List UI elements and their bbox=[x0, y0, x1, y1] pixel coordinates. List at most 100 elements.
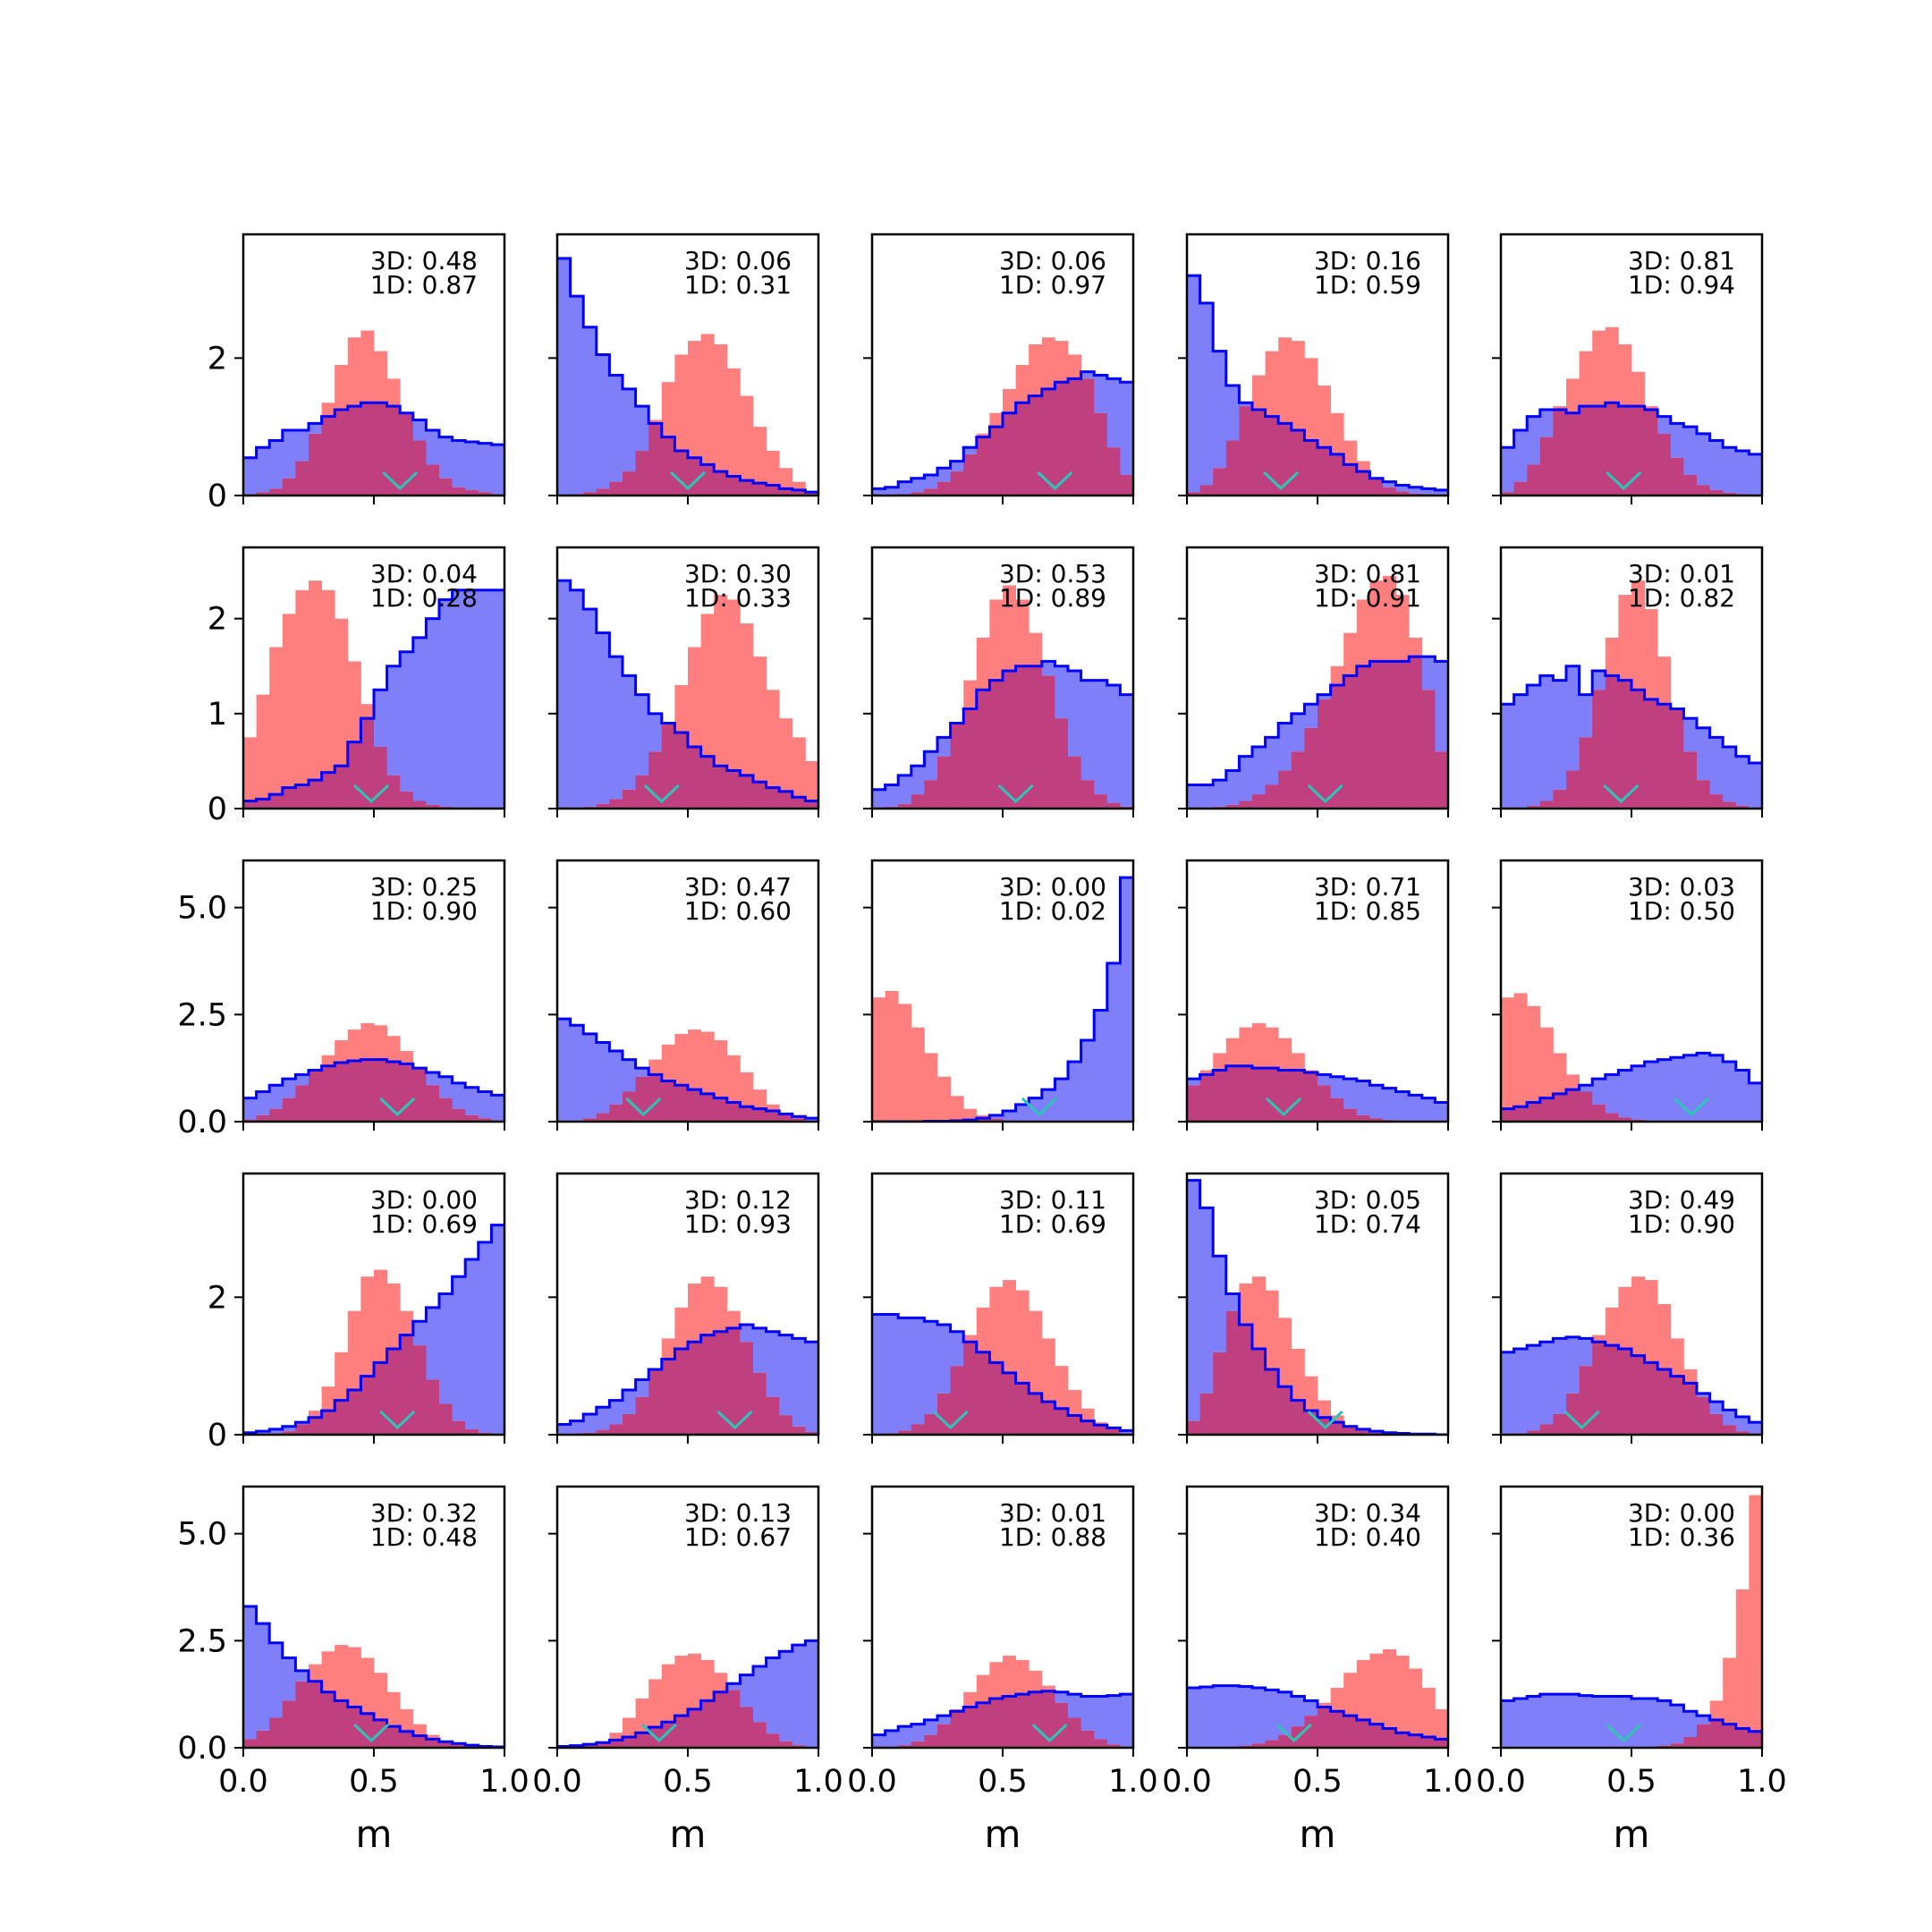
plot-area bbox=[557, 1639, 818, 1748]
overlap-bar bbox=[1304, 1072, 1318, 1122]
overlap-bar bbox=[898, 1430, 912, 1435]
red-bar bbox=[347, 1030, 361, 1062]
blue-bar bbox=[386, 665, 401, 775]
blue-bar bbox=[452, 589, 466, 808]
blue-bar bbox=[1539, 409, 1554, 437]
red-bar bbox=[1029, 632, 1043, 666]
red-bar bbox=[1278, 1318, 1292, 1387]
red-bar bbox=[1029, 1310, 1043, 1394]
overlap-bar bbox=[924, 488, 938, 496]
overlap-bar bbox=[1369, 478, 1384, 496]
blue-bar bbox=[924, 474, 938, 489]
overlap-bar bbox=[792, 1118, 806, 1122]
blue-bar bbox=[1435, 489, 1448, 496]
y-tick-label: 5.0 bbox=[177, 1517, 227, 1553]
overlap-bar bbox=[1435, 1739, 1448, 1748]
red-bar bbox=[1015, 1290, 1030, 1384]
red-bar bbox=[1513, 993, 1528, 1107]
red-bar bbox=[321, 1386, 335, 1411]
overlap-bar bbox=[1187, 1085, 1200, 1122]
blue-bar bbox=[1697, 1716, 1710, 1724]
overlap-bar bbox=[779, 1114, 793, 1122]
red-bar bbox=[1670, 1338, 1684, 1377]
blue-bar bbox=[1513, 694, 1528, 808]
label-1d: 1D: 0.90 bbox=[370, 896, 478, 926]
overlap-bar bbox=[726, 1690, 741, 1748]
overlap-bar bbox=[295, 461, 309, 496]
blue-bar bbox=[439, 1076, 453, 1098]
blue-bar bbox=[648, 713, 663, 752]
blue-bar bbox=[623, 388, 636, 472]
overlap-bar bbox=[989, 680, 1004, 809]
label-3d: 3D: 0.32 bbox=[370, 1498, 478, 1528]
x-tick-label: 0.0 bbox=[1162, 1764, 1212, 1800]
red-bar bbox=[753, 427, 767, 484]
label-3d: 3D: 0.81 bbox=[1314, 559, 1421, 589]
overlap-bar bbox=[1723, 492, 1737, 496]
label-1d: 1D: 0.93 bbox=[684, 1209, 792, 1239]
overlap-bar bbox=[1553, 789, 1567, 809]
red-bar bbox=[1592, 1335, 1606, 1343]
blue-bar bbox=[766, 1657, 780, 1734]
label-3d: 3D: 0.25 bbox=[370, 872, 478, 902]
red-bar bbox=[1683, 1369, 1698, 1384]
overlap-bar bbox=[412, 801, 427, 809]
blue-bar bbox=[426, 1072, 440, 1086]
red-bar bbox=[243, 737, 257, 801]
overlap-bar bbox=[700, 1093, 715, 1122]
red-bar bbox=[1605, 637, 1619, 676]
red-bar bbox=[1605, 1307, 1619, 1346]
x-axis-label: m bbox=[670, 1812, 707, 1856]
label-1d: 1D: 0.60 bbox=[684, 896, 792, 926]
blue-bar bbox=[1644, 1061, 1658, 1122]
blue-bar bbox=[1421, 488, 1436, 495]
threshold-marker bbox=[932, 1410, 969, 1430]
red-bar bbox=[740, 1072, 754, 1107]
blue-step-line bbox=[1187, 274, 1448, 492]
blue-bar bbox=[1225, 386, 1240, 441]
blue-bar bbox=[1539, 1342, 1554, 1425]
overlap-bar bbox=[1383, 487, 1396, 496]
x-axis-label: m bbox=[1614, 1812, 1650, 1856]
overlap-bar bbox=[1697, 1396, 1710, 1435]
plot-area bbox=[1501, 1495, 1762, 1748]
overlap-bar bbox=[583, 1118, 597, 1122]
label-3d: 3D: 0.30 bbox=[684, 559, 792, 589]
overlap-bar bbox=[1278, 423, 1292, 496]
blue-bar bbox=[635, 1068, 649, 1077]
blue-step-line bbox=[557, 257, 818, 494]
blue-step-line bbox=[557, 579, 818, 803]
blue-bar bbox=[1670, 423, 1684, 458]
blue-bar bbox=[478, 1241, 492, 1433]
blue-bar bbox=[1015, 1104, 1030, 1122]
overlap-bar bbox=[623, 789, 636, 809]
overlap-bar bbox=[1501, 1108, 1514, 1122]
blue-bar bbox=[1697, 433, 1710, 486]
blue-step-line bbox=[1501, 665, 1762, 765]
overlap-bar bbox=[374, 1362, 387, 1435]
overlap-bar bbox=[256, 492, 270, 496]
overlap-bar bbox=[1605, 1113, 1619, 1122]
red-bar bbox=[609, 1733, 623, 1741]
y-tick-label: 0.0 bbox=[177, 1731, 227, 1767]
red-bar bbox=[1723, 1657, 1737, 1724]
overlap-bar bbox=[1252, 1743, 1266, 1748]
blue-bar bbox=[1265, 1690, 1279, 1741]
red-bar bbox=[700, 1276, 715, 1335]
blue-bar bbox=[911, 478, 925, 493]
red-bar bbox=[1003, 388, 1016, 413]
overlap-bar bbox=[426, 1379, 440, 1435]
overlap-bar bbox=[911, 794, 925, 809]
red-bar bbox=[1003, 585, 1016, 672]
overlap-bar bbox=[386, 406, 401, 496]
overlap-bar bbox=[937, 756, 951, 809]
blue-bar bbox=[1592, 1079, 1606, 1105]
overlap-bar bbox=[623, 1737, 636, 1748]
overlap-bar bbox=[1003, 412, 1016, 496]
red-bar bbox=[1291, 1348, 1305, 1401]
threshold-marker bbox=[669, 470, 707, 491]
blue-bar bbox=[1106, 962, 1121, 1122]
blue-bar bbox=[295, 1074, 309, 1086]
label-1d: 1D: 0.85 bbox=[1314, 896, 1421, 926]
threshold-marker bbox=[1307, 1410, 1343, 1430]
